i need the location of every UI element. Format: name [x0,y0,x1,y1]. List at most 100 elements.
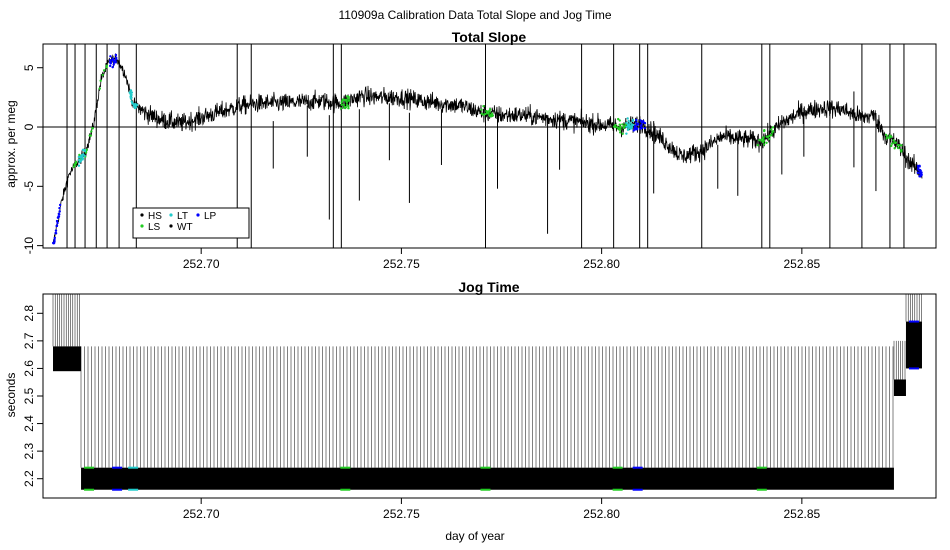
calibration-marker-lp [632,129,635,132]
calibration-marker-ls [770,128,773,131]
calibration-marker-ls [346,95,349,98]
calibration-marker-ls [760,138,763,141]
calibration-marker-ls [762,136,765,139]
calibration-marker-ls [621,123,624,126]
calibration-marker-lt [77,164,81,167]
jog-marker-lp [632,488,643,491]
calibration-marker-lt [630,124,633,127]
jog-time-x-tick-label: 252.70 [183,507,220,521]
calibration-marker-ls [343,98,346,102]
calibration-marker-ls [616,117,620,121]
calibration-marker-ls [347,107,350,110]
jog-time-x-tick-label: 252.85 [783,507,820,521]
total-slope-x-tick-label: 252.75 [383,257,420,271]
calibration-marker-ls [102,69,106,72]
calibration-marker-lp [58,203,62,207]
calibration-marker-lp [109,55,112,58]
calibration-marker-lp [114,56,118,59]
jog-time-axes: 252.70 252.75 252.80 252.85 2.2 2.3 2.4 2.5 2.6 2… [22,305,821,521]
jog-marker-lp [112,466,123,469]
calibration-marker-ls [488,107,492,111]
calibration-marker-lp [112,63,115,66]
calibration-marker-ls [85,148,89,152]
jog-time-y-tick-label: 2.2 [22,470,36,487]
calibration-marker-ls [770,133,773,137]
calibration-marker-lt [628,121,632,124]
calibration-marker-ls [341,99,344,102]
calibration-marker-ls [761,140,764,143]
calibration-marker-lp [639,127,642,130]
total-slope-title: Total Slope [452,29,527,45]
total-slope-plot-area [43,44,936,248]
calibration-marker-lp [58,210,61,213]
calibration-marker-ls [345,100,348,104]
calibration-marker-ls [618,131,622,134]
total-slope-y-tick-label: 5 [22,64,36,71]
jog-time-panel: Jog Time seconds day of year 252.70 252.7… [4,279,937,543]
calibration-marker-ls [890,144,893,148]
jog-time-y-tick-label: 2.8 [22,305,36,322]
legend-marker-lt [169,213,173,217]
calibration-marker-lp [634,121,638,124]
calibration-marker-ls [765,141,768,144]
jog-time-y-tick-label: 2.5 [22,387,36,404]
calibration-marker-lp [54,232,58,235]
legend-label-lp: LP [204,211,217,222]
calibration-marker-ls [888,136,891,140]
calibration-marker-ls [344,105,348,109]
calibration-marker-ls [101,73,104,77]
calibration-marker-lt [83,149,87,153]
calibration-marker-lp [53,238,56,242]
calibration-marker-lt [82,153,85,156]
calibration-marker-ls [490,112,494,115]
total-slope-panel: Total Slope approx. per meg 252.70 252.75… [4,29,937,271]
jog-marker-lp [632,466,643,469]
calibration-marker-lp [643,126,647,130]
calibration-marker-lt [132,104,136,108]
calibration-marker-lt [631,118,635,122]
calibration-marker-ls [768,137,771,141]
calibration-marker-ls [342,103,345,107]
calibration-marker-lt [129,89,133,92]
calibration-marker-ls [762,143,766,146]
calibration-marker-ls [347,99,351,102]
calibration-marker-ls [99,79,102,82]
legend-marker-hs [140,213,144,217]
jog-time-y-tick-label: 2.4 [22,415,36,432]
calibration-marker-lp [640,120,643,124]
jog-time-y-tick-label: 2.7 [22,332,36,349]
calibration-marker-lt [130,91,134,94]
jog-marker-lp [908,320,919,323]
legend-label-lt: LT [177,211,188,222]
jog-time-x-tick-label: 252.80 [583,507,620,521]
calibration-marker-lp [643,121,647,125]
jog-marker-ls [340,466,351,469]
calibration-marker-ls [90,130,93,133]
calibration-marker-ls [893,147,896,150]
calibration-marker-ls [482,113,485,116]
calibration-marker-ls [91,127,94,130]
calibration-marker-lt [135,103,139,107]
calibration-marker-ls [612,125,616,128]
calibration-marker-lp [109,60,113,64]
total-slope-ylabel: approx. per meg [4,100,18,187]
calibration-marker-lt [630,126,634,129]
calibration-marker-lp [55,219,59,223]
calibration-marker-ls [340,101,343,104]
calibration-marker-ls [890,142,894,145]
jog-time-band [53,346,82,372]
total-slope-x-tick-label: 252.80 [583,257,620,271]
calibration-marker-ls [480,108,483,111]
calibration-marker-ls [622,126,625,129]
jog-marker-ls [340,488,351,491]
calibration-marker-lt [128,91,131,94]
jog-time-plot-frame [42,293,937,499]
calibration-marker-lt [129,97,133,100]
jog-marker-ls [756,488,767,491]
total-slope-x-tick-label: 252.85 [783,257,820,271]
total-slope-plot-frame [42,43,937,249]
calibration-marker-ls [78,153,81,157]
total-slope-y-tick-label: -5 [22,181,36,192]
